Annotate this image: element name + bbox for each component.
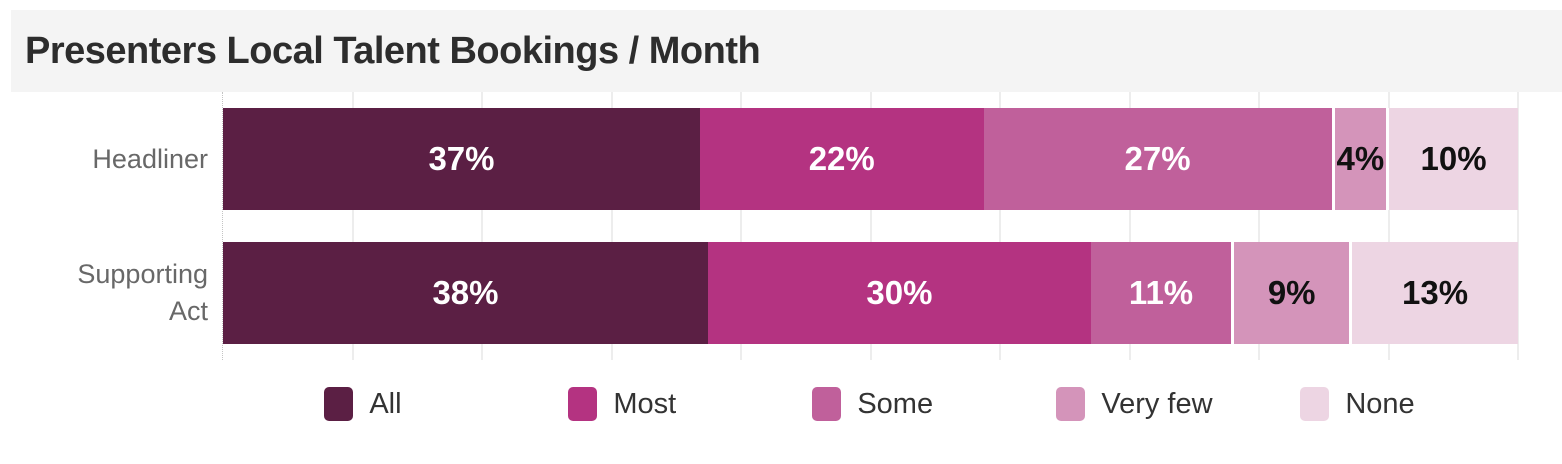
bar-segment-value-label: 22% [808,140,875,177]
gridline [481,92,483,360]
bar-segment-value-label: 27% [1124,140,1191,177]
bar-segment-all[interactable]: 37% [223,108,700,210]
bar-segment-value-label: 9% [1267,274,1316,311]
legend-swatch [324,387,354,421]
bar-row-headliner: 37% 22% 27% 4% 10% [223,108,1519,210]
category-label-line: Headliner [92,143,208,174]
gridline [1258,92,1260,360]
legend-item-some[interactable]: Some [812,387,1056,421]
bar-segment-none[interactable]: 13% [1349,242,1518,344]
bar-segment-very-few[interactable]: 4% [1331,108,1387,210]
bar-segment-very-few[interactable]: 9% [1231,242,1350,344]
category-label-line: Act [168,296,208,326]
legend-swatch [812,387,842,421]
bar-segment-some[interactable]: 27% [983,108,1332,210]
gridline [869,92,872,360]
bar-segment-value-label: 11% [1128,274,1194,311]
plot-area: 37% 22% 27% 4% 10% 38% 30% 11% 9% 13% [222,92,1519,360]
legend-swatch [568,387,598,421]
legend-label: Some [857,387,934,420]
legend-label: None [1345,387,1415,420]
gridline [1517,92,1519,360]
bar-segment-value-label: 37% [428,140,495,177]
bar-segment-value-label: 10% [1420,140,1487,177]
gridline [351,92,354,360]
legend: All Most Some Very few None [222,374,1517,434]
bar-segment-most[interactable]: 22% [699,108,984,210]
chart-title: Presenters Local Talent Bookings / Month [25,29,761,72]
category-label-supporting-act: Supporting Act [0,242,208,344]
legend-label: All [369,387,402,420]
legend-item-none[interactable]: None [1300,387,1415,421]
gridline [1387,92,1390,360]
legend-item-most[interactable]: Most [568,387,812,421]
bar-segment-value-label: 38% [432,274,499,311]
title-banner: Presenters Local Talent Bookings / Month [11,10,1562,92]
gridline [1128,92,1131,360]
legend-label: Most [613,387,677,420]
bar-segment-value-label: 4% [1336,140,1385,177]
gridline [740,92,742,360]
bar-segment-none[interactable]: 10% [1386,108,1519,210]
legend-swatch [1300,387,1330,421]
gridline [610,92,613,360]
bar-segment-value-label: 13% [1402,274,1469,311]
bar-segment-value-label: 30% [866,274,933,311]
bar-row-supporting-act: 38% 30% 11% 9% 13% [223,242,1518,344]
bar-segment-most[interactable]: 30% [707,242,1091,344]
legend-label: Very few [1101,387,1213,420]
legend-item-all[interactable]: All [324,387,568,421]
bar-segment-some[interactable]: 11% [1090,242,1232,344]
category-label-line: Supporting [77,259,208,289]
gridline [999,92,1001,360]
bar-segment-all[interactable]: 38% [223,242,708,344]
legend-swatch [1056,387,1086,421]
category-label-headliner: Headliner [0,108,208,210]
legend-item-very-few[interactable]: Very few [1056,387,1300,421]
